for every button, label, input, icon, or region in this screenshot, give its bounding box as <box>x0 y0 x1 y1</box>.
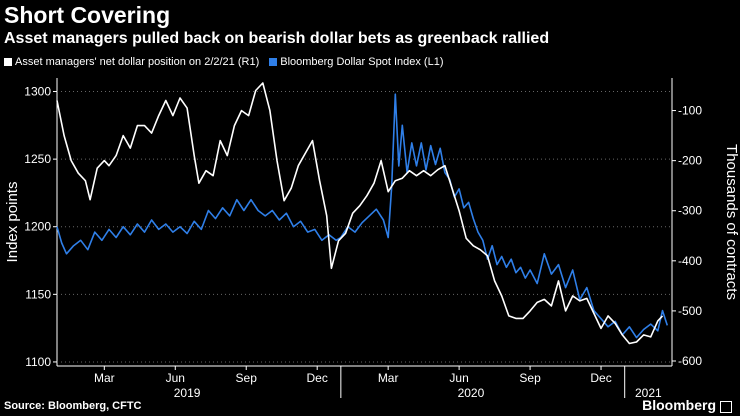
source-note: Source: Bloomberg, CFTC <box>4 400 142 412</box>
legend-swatch-white <box>4 58 12 66</box>
left-tick-label-1300: 1300 <box>24 85 51 99</box>
left-tick-label-1250: 1250 <box>24 152 51 166</box>
left-axis-title: Index points <box>4 182 21 263</box>
right-axis-title: Thousands of contracts <box>723 144 740 300</box>
right-tick-label-1: -500 <box>678 304 702 318</box>
year-label-2019: 2019 <box>174 386 201 400</box>
right-tick-label-2: -400 <box>678 254 702 268</box>
legend-label-net-position: Asset managers' net dollar position on 2… <box>15 56 260 68</box>
chart-title: Short Covering <box>4 2 171 28</box>
x-tick-label-2: Sep <box>236 371 258 385</box>
year-label-2020: 2020 <box>458 386 485 400</box>
right-tick-label-0: -600 <box>678 354 702 368</box>
x-tick-label-0: Mar <box>94 371 115 385</box>
legend-item-net-position: Asset managers' net dollar position on 2… <box>4 56 259 68</box>
x-tick-label-5: Jun <box>449 371 468 385</box>
legend-swatch-blue <box>269 58 278 66</box>
chart-subtitle: Asset managers pulled back on bearish do… <box>4 30 550 47</box>
left-tick-label-1150: 1150 <box>25 287 51 301</box>
left-tick-label-1100: 1100 <box>25 355 51 369</box>
right-tick-label-4: -200 <box>678 154 702 168</box>
right-tick-label-5: -100 <box>678 104 702 118</box>
x-tick-label-4: Mar <box>378 371 399 385</box>
series-line-dollar-index <box>56 93 669 339</box>
x-tick-label-3: Dec <box>307 371 328 385</box>
x-tick-label-7: Dec <box>590 371 611 385</box>
x-tick-label-6: Sep <box>519 371 541 385</box>
x-tick-label-1: Jun <box>166 371 185 385</box>
logo-box-icon <box>720 401 732 413</box>
legend-item-dollar-index: Bloomberg Dollar Spot Index (L1) <box>269 56 443 68</box>
year-label-2021: 2021 <box>635 386 662 400</box>
bloomberg-logo: Bloomberg <box>642 397 716 413</box>
right-tick-label-3: -300 <box>678 204 702 218</box>
series-line-net-position <box>56 82 664 345</box>
legend: Asset managers' net dollar position on 2… <box>4 56 443 68</box>
left-tick-label-1200: 1200 <box>24 220 51 234</box>
legend-label-dollar-index: Bloomberg Dollar Spot Index (L1) <box>280 56 444 68</box>
